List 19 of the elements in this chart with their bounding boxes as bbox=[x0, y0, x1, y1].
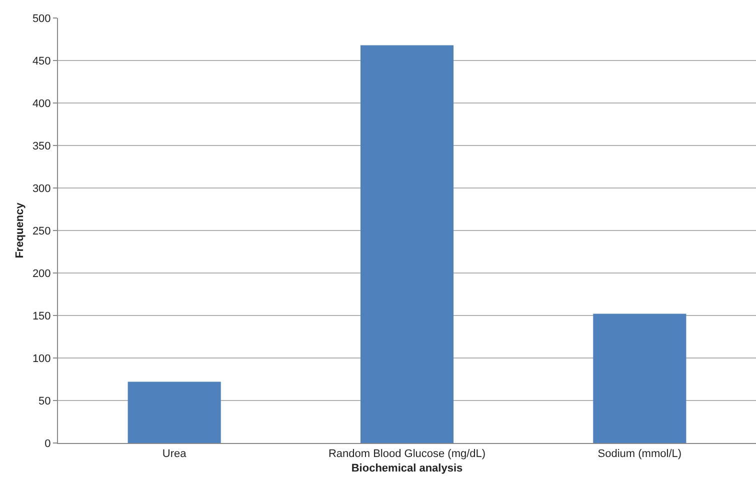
x-tick-label: Urea bbox=[162, 448, 188, 460]
y-axis-title: Frequency bbox=[14, 202, 26, 258]
x-tick-label: Random Blood Glucose (mg/dL) bbox=[328, 448, 486, 460]
y-tick-label: 450 bbox=[32, 55, 51, 68]
y-tick-label: 300 bbox=[32, 182, 51, 195]
x-axis-title: Biochemical analysis bbox=[351, 462, 463, 474]
y-tick-label: 100 bbox=[32, 352, 51, 365]
y-tick-label: 50 bbox=[38, 395, 51, 408]
y-tick-label: 150 bbox=[32, 310, 51, 322]
y-tick-label: 250 bbox=[32, 225, 51, 238]
bar bbox=[593, 314, 686, 443]
y-tick-label: 200 bbox=[32, 268, 51, 280]
bar bbox=[360, 45, 454, 443]
x-tick-label: Sodium (mmol/L) bbox=[598, 448, 682, 460]
bar bbox=[128, 382, 221, 443]
y-tick-label: 400 bbox=[32, 98, 51, 110]
y-tick-label: 0 bbox=[44, 438, 51, 450]
y-tick-label: 500 bbox=[32, 12, 51, 25]
y-tick-label: 350 bbox=[32, 140, 51, 152]
